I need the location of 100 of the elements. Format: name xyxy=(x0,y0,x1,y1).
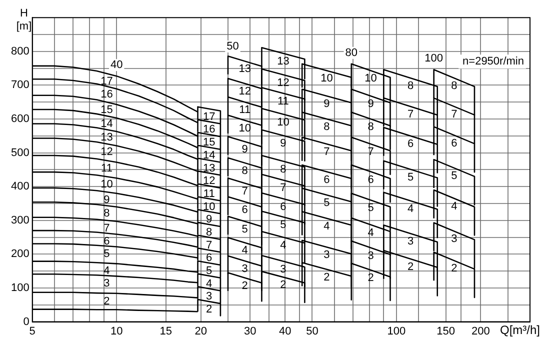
x-tick-label: 40 xyxy=(278,325,292,338)
annotation: n=2950r/min xyxy=(462,56,524,68)
series-label: 16 xyxy=(100,88,113,100)
series-label: 7 xyxy=(324,146,330,158)
x-tick-label: 200 xyxy=(472,325,490,338)
series-label: 2 xyxy=(104,295,110,308)
series-label: 9 xyxy=(368,98,374,110)
series-label: 3 xyxy=(280,263,286,276)
x-axis-title: Q[m³/h] xyxy=(500,323,540,338)
series-label: 8 xyxy=(206,226,212,238)
series-label: 7 xyxy=(242,185,248,198)
series-label: 2 xyxy=(206,304,212,316)
series-label: 8 xyxy=(407,80,414,92)
series-label: 5 xyxy=(368,202,374,214)
series-label: 2 xyxy=(451,262,458,275)
series-label: 2 xyxy=(280,279,286,292)
series-label: 4 xyxy=(104,265,110,278)
y-tick-label: 200 xyxy=(10,248,30,260)
series-label: 2 xyxy=(324,271,330,284)
series-label: 15 xyxy=(100,104,113,116)
y-tick-label: 100 xyxy=(10,282,30,294)
series-label: 3 xyxy=(451,233,458,246)
series-label: 5 xyxy=(324,197,330,210)
series-label: 2 xyxy=(368,272,374,284)
series-label: 12 xyxy=(277,76,290,89)
annotation: 100 xyxy=(424,52,444,65)
x-tick-label: 5 xyxy=(29,325,36,338)
series-label: 7 xyxy=(280,182,286,194)
series-label: 9 xyxy=(242,144,248,156)
series-label: 17 xyxy=(202,110,216,123)
series-label: 13 xyxy=(277,55,290,68)
series-label: 17 xyxy=(100,76,113,88)
series-label: 5 xyxy=(206,265,212,278)
series-label: 3 xyxy=(242,262,248,275)
series-label: 2 xyxy=(407,260,414,273)
series-label: 5 xyxy=(280,219,286,232)
series-label: 5 xyxy=(104,248,110,260)
series-label: 7 xyxy=(407,108,414,121)
series-label: 7 xyxy=(206,239,212,252)
series-label: 6 xyxy=(451,137,458,150)
series-label: 5 xyxy=(407,171,414,184)
y-tick-label: 400 xyxy=(10,180,30,193)
y-tick-label: 0 xyxy=(23,316,30,328)
annotation: 50 xyxy=(226,40,239,53)
series-label: 4 xyxy=(324,220,330,232)
series-label: 4 xyxy=(206,278,212,290)
annotation: 80 xyxy=(345,46,358,59)
series-label: 11 xyxy=(277,95,289,108)
annotation: 40 xyxy=(110,59,123,72)
x-tick-label: 100 xyxy=(387,325,406,338)
series-label: 11 xyxy=(101,162,112,175)
series-label: 13 xyxy=(238,63,251,76)
series-label: 3 xyxy=(368,250,374,262)
series-label: 9 xyxy=(324,98,330,110)
series-label: 3 xyxy=(324,249,330,262)
y-tick-label: 300 xyxy=(10,214,30,226)
series-label: 8 xyxy=(280,163,286,176)
series-label: 8 xyxy=(324,121,330,134)
series-label: 7 xyxy=(368,146,374,158)
series-label: 8 xyxy=(242,164,248,177)
series-label: 9 xyxy=(280,138,286,150)
series-label: 14 xyxy=(202,149,216,162)
series-label: 3 xyxy=(407,236,414,248)
series-label: 2 xyxy=(242,280,248,292)
series-label: 10 xyxy=(277,116,290,128)
x-tick-label: 10 xyxy=(110,325,123,338)
y-tick-label: 500 xyxy=(10,146,30,159)
series-label: 11 xyxy=(203,188,215,200)
series-label: 9 xyxy=(104,194,110,206)
series-label: 12 xyxy=(202,175,216,188)
series-label: 6 xyxy=(368,174,374,186)
series-label: 14 xyxy=(100,118,113,130)
series-label: 7 xyxy=(451,108,458,121)
series-label: 10 xyxy=(320,72,333,85)
series-label: 6 xyxy=(324,174,330,186)
series-label: 4 xyxy=(407,202,414,215)
series-label: 5 xyxy=(242,223,248,236)
series-label: 12 xyxy=(238,86,251,98)
series-label: 12 xyxy=(100,146,113,158)
series-label: 4 xyxy=(242,244,248,257)
y-axis-title: H [m] xyxy=(16,8,32,33)
series-label: 8 xyxy=(368,121,374,134)
series-label: 11 xyxy=(239,104,251,116)
series-label: 6 xyxy=(280,200,286,213)
series-label: 10 xyxy=(100,178,113,191)
series-label: 6 xyxy=(242,204,248,216)
x-tick-label: 20 xyxy=(194,325,207,338)
series-label: 16 xyxy=(202,124,216,136)
series-label: 5 xyxy=(451,170,458,182)
series-label: 4 xyxy=(280,239,286,252)
x-tick-label: 50 xyxy=(306,325,318,338)
series-label: 10 xyxy=(364,72,377,85)
y-tick-label: 700 xyxy=(10,79,30,92)
y-tick-label: 800 xyxy=(10,45,30,58)
series-label: 7 xyxy=(104,222,110,234)
series-label: 6 xyxy=(206,252,212,264)
y-tick-label: 600 xyxy=(10,113,30,126)
series-label: 4 xyxy=(451,200,458,212)
x-tick-label: 15 xyxy=(160,325,172,338)
series-label: 8 xyxy=(104,208,110,220)
